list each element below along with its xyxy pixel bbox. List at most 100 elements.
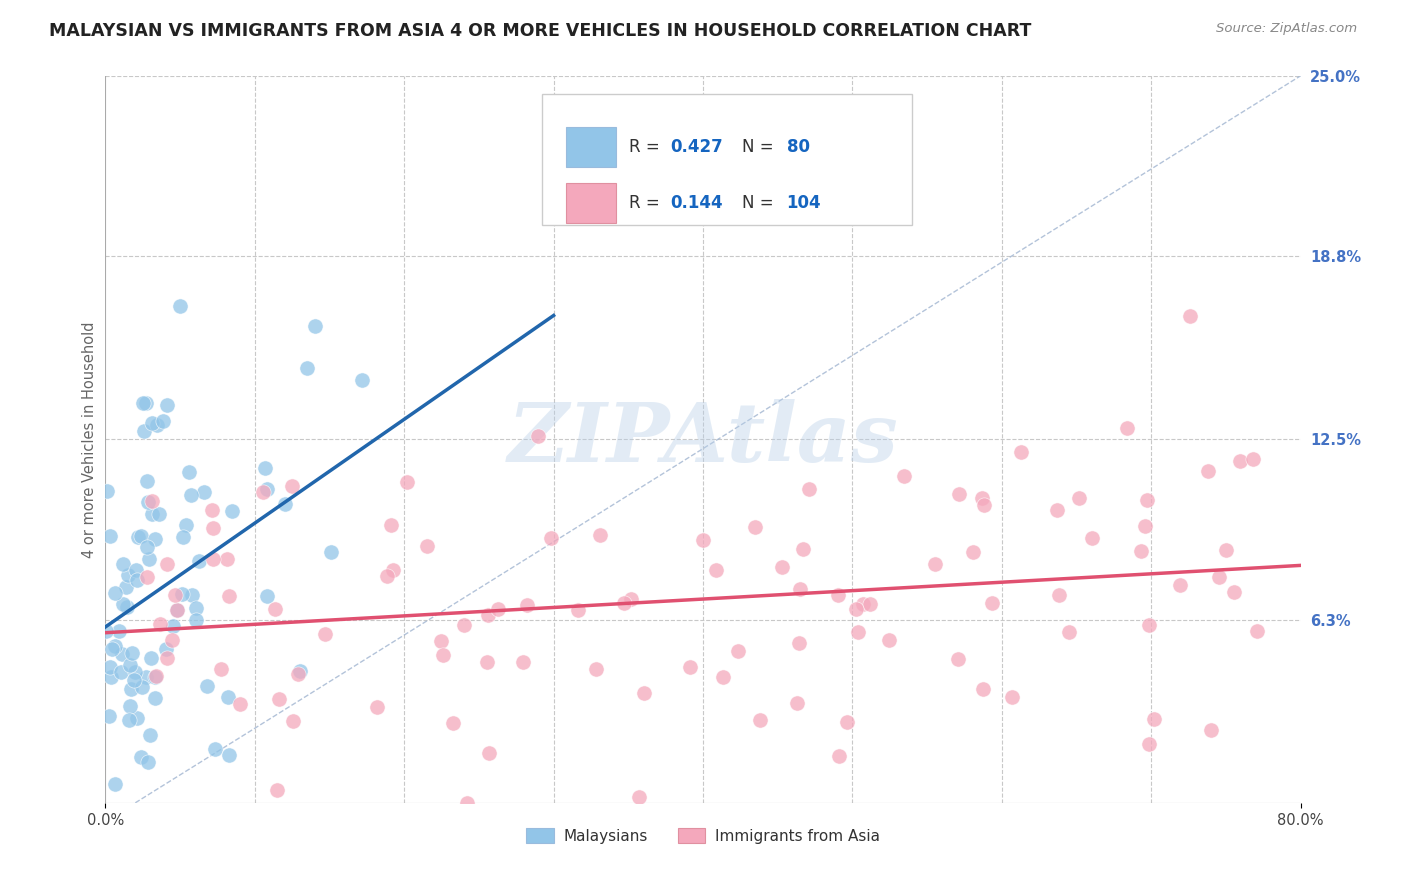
FancyBboxPatch shape bbox=[565, 183, 616, 223]
Point bbox=[727, 644, 749, 658]
Point bbox=[149, 617, 172, 632]
Point bbox=[187, 554, 209, 568]
FancyBboxPatch shape bbox=[565, 127, 616, 167]
Point bbox=[274, 498, 297, 512]
Point bbox=[512, 655, 534, 669]
Point bbox=[1059, 625, 1081, 640]
Text: MALAYSIAN VS IMMIGRANTS FROM ASIA 4 OR MORE VEHICLES IN HOUSEHOLD CORRELATION CH: MALAYSIAN VS IMMIGRANTS FROM ASIA 4 OR M… bbox=[49, 22, 1032, 40]
Point bbox=[101, 642, 124, 657]
Point bbox=[112, 558, 135, 572]
Point bbox=[253, 460, 276, 475]
Point bbox=[1208, 570, 1230, 584]
Point bbox=[792, 542, 814, 557]
Point bbox=[217, 690, 239, 704]
Point bbox=[704, 563, 727, 577]
Point bbox=[1199, 723, 1222, 738]
Point bbox=[1215, 543, 1237, 558]
Point bbox=[526, 429, 548, 443]
Point bbox=[319, 545, 342, 559]
Point bbox=[201, 521, 224, 535]
Point bbox=[1067, 491, 1090, 505]
Point bbox=[789, 582, 811, 597]
Point bbox=[104, 586, 127, 600]
Point bbox=[256, 590, 278, 604]
Point bbox=[973, 498, 995, 512]
Point bbox=[120, 681, 142, 696]
Point bbox=[186, 600, 208, 615]
Point bbox=[120, 657, 142, 672]
Point bbox=[120, 699, 142, 714]
Point bbox=[749, 713, 772, 727]
Point bbox=[115, 599, 138, 614]
Point bbox=[218, 590, 240, 604]
Point bbox=[269, 691, 291, 706]
Point bbox=[789, 636, 811, 650]
Point bbox=[416, 539, 439, 553]
Text: Source: ZipAtlas.com: Source: ZipAtlas.com bbox=[1216, 22, 1357, 36]
Point bbox=[156, 558, 179, 572]
Point bbox=[1001, 690, 1024, 704]
Point bbox=[110, 665, 132, 679]
Point bbox=[589, 528, 612, 542]
Point bbox=[145, 669, 167, 683]
Point bbox=[138, 756, 160, 770]
Point bbox=[711, 670, 734, 684]
Point bbox=[156, 398, 179, 412]
Point bbox=[1197, 464, 1219, 478]
Point bbox=[148, 507, 170, 521]
Point bbox=[141, 507, 163, 521]
Point bbox=[125, 711, 148, 725]
Point bbox=[948, 487, 970, 501]
Point bbox=[633, 685, 655, 699]
Point bbox=[283, 714, 305, 728]
Text: N =: N = bbox=[742, 194, 779, 211]
Point bbox=[98, 709, 121, 723]
Point bbox=[837, 715, 859, 730]
Point bbox=[972, 682, 994, 697]
Point bbox=[380, 517, 402, 532]
Point bbox=[100, 670, 122, 684]
Text: 0.144: 0.144 bbox=[671, 194, 723, 211]
Point bbox=[1223, 585, 1246, 599]
Point bbox=[117, 567, 139, 582]
Point bbox=[786, 696, 808, 710]
Point bbox=[169, 299, 191, 313]
Point bbox=[848, 624, 870, 639]
Point bbox=[970, 491, 993, 506]
Point bbox=[96, 484, 118, 499]
Point bbox=[131, 528, 153, 542]
Point bbox=[797, 482, 820, 496]
Point bbox=[195, 679, 218, 693]
Point bbox=[141, 416, 163, 430]
Point bbox=[852, 597, 875, 611]
Point bbox=[201, 502, 224, 516]
Point bbox=[136, 540, 159, 554]
Point bbox=[104, 639, 127, 653]
Point bbox=[143, 670, 166, 684]
Point bbox=[828, 748, 851, 763]
Point bbox=[218, 748, 240, 763]
Point bbox=[163, 588, 186, 602]
Point bbox=[127, 530, 149, 544]
Text: R =: R = bbox=[628, 138, 665, 156]
Point bbox=[1180, 310, 1202, 324]
Point bbox=[304, 318, 326, 333]
Point bbox=[620, 592, 643, 607]
Point bbox=[478, 746, 501, 760]
Point bbox=[1135, 519, 1157, 533]
Point bbox=[1115, 420, 1137, 434]
Point bbox=[118, 714, 141, 728]
Point bbox=[125, 563, 148, 577]
Point bbox=[134, 424, 156, 438]
Point bbox=[139, 728, 162, 742]
Point bbox=[202, 551, 225, 566]
Point bbox=[177, 465, 200, 479]
Legend: Malaysians, Immigrants from Asia: Malaysians, Immigrants from Asia bbox=[520, 822, 886, 850]
Point bbox=[1170, 578, 1192, 592]
Y-axis label: 4 or more Vehicles in Household: 4 or more Vehicles in Household bbox=[82, 321, 97, 558]
Point bbox=[204, 742, 226, 756]
Point bbox=[1229, 453, 1251, 467]
Point bbox=[143, 690, 166, 705]
Point bbox=[1049, 588, 1071, 602]
Point bbox=[613, 596, 636, 610]
